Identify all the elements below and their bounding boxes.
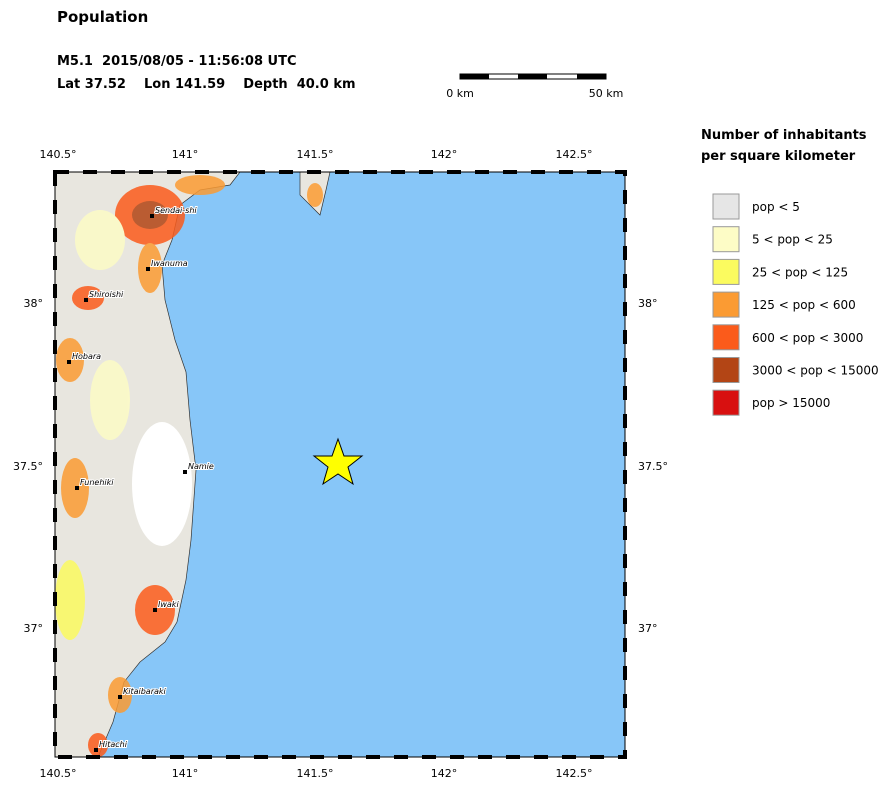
lon-tick-label: 142° — [431, 148, 458, 161]
city-label: Hitachi — [99, 740, 128, 749]
lat-tick-label: 37.5° — [13, 460, 43, 473]
city-label: Iwaki — [158, 600, 179, 609]
city-marker — [153, 608, 157, 612]
legend-swatch — [712, 389, 740, 416]
legend-label: pop > 15000 — [752, 396, 830, 410]
city-label: Funehiki — [80, 478, 114, 487]
city-marker — [75, 486, 79, 490]
city-label: Kitaibaraki — [123, 687, 167, 696]
lon-tick-label: 140.5° — [40, 767, 77, 780]
city-label: Iwanuma — [151, 259, 188, 268]
legend-swatch — [712, 357, 740, 383]
legend-title: per square kilometer — [701, 149, 856, 164]
city-marker — [67, 360, 71, 364]
lat-tick-label: 38° — [638, 297, 658, 310]
lat-tick-label: 37.5° — [638, 460, 668, 473]
city-label: Hobara — [72, 352, 101, 361]
city-label: Namie — [188, 462, 214, 471]
lon-tick-label: 141.5° — [297, 148, 334, 161]
lat-tick-label: 38° — [24, 297, 44, 310]
lon-tick-label: 141.5° — [297, 767, 334, 780]
city-marker — [118, 695, 122, 699]
legend-swatch — [712, 226, 740, 253]
legend-label: 5 < pop < 25 — [752, 233, 833, 247]
lon-tick-label: 142° — [431, 767, 458, 780]
city-label: Shiroishi — [89, 290, 124, 299]
location-line: Lat 37.52 Lon 141.59 Depth 40.0 km — [57, 77, 356, 92]
legend-label: 600 < pop < 3000 — [752, 331, 863, 345]
exclusion-zone — [132, 422, 192, 546]
scale-end: 50 km — [589, 87, 624, 100]
legend-swatch — [712, 324, 740, 351]
legend-label: pop < 5 — [752, 200, 800, 214]
scale-bar: 0 km 50 km — [446, 73, 624, 100]
legend-label: 25 < pop < 125 — [752, 265, 848, 279]
city-marker — [94, 748, 98, 752]
lon-tick-label: 141° — [172, 148, 199, 161]
title: Population — [57, 8, 148, 26]
epicenter — [312, 437, 364, 486]
lon-tick-label: 141° — [172, 767, 199, 780]
city-label: Sendai-shi — [155, 206, 197, 215]
lon-tick-label: 140.5° — [40, 148, 77, 161]
lon-tick-label: 142.5° — [556, 148, 593, 161]
legend-swatch — [712, 291, 740, 318]
city-marker — [183, 470, 187, 474]
map — [53, 170, 627, 759]
map-border — [54, 171, 626, 758]
lat-tick-label: 37° — [638, 622, 658, 635]
legend-label: 3000 < pop < 15000 — [752, 364, 879, 378]
legend-swatch — [712, 258, 740, 285]
city-marker — [150, 214, 154, 218]
lat-tick-label: 37° — [24, 622, 44, 635]
lon-tick-label: 142.5° — [556, 767, 593, 780]
scale-start: 0 km — [446, 87, 474, 100]
legend-swatch — [712, 193, 740, 220]
event-line: M5.1 2015/08/05 - 11:56:08 UTC — [57, 54, 296, 69]
legend-title: Number of inhabitants — [701, 128, 867, 143]
city-marker — [84, 298, 88, 302]
legend-label: 125 < pop < 600 — [752, 298, 856, 312]
city-marker — [146, 267, 150, 271]
